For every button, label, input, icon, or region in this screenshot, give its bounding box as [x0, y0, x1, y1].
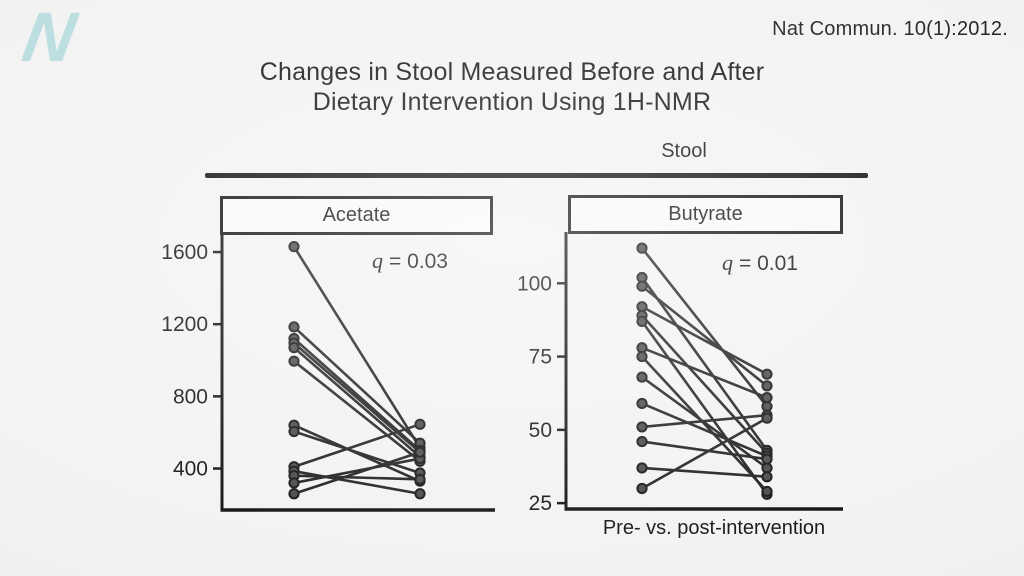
slide-title-line2: Dietary Intervention Using 1H-NMR [312, 88, 712, 116]
data-point [288, 488, 300, 500]
slide-title: Changes in Stool Measured Before and Aft… [0, 57, 1024, 117]
y-tick-label: 50 [529, 419, 552, 442]
pair-line [292, 245, 422, 450]
pair-line [292, 341, 422, 454]
data-point [636, 315, 648, 328]
pair-line [640, 416, 769, 490]
data-point [288, 321, 300, 333]
data-point [761, 380, 773, 392]
data-point [636, 421, 648, 433]
pair-line [292, 457, 422, 485]
butyrate-q-annotation: q = 0.01 [722, 250, 798, 276]
data-point [414, 473, 426, 485]
data-point [636, 482, 648, 495]
pair-line [640, 466, 769, 479]
data-point [288, 355, 300, 367]
data-point [636, 350, 648, 363]
pair-line [292, 423, 422, 469]
pair-line [640, 440, 769, 461]
pair-line [292, 346, 422, 459]
pair-line [640, 402, 769, 458]
data-point [761, 485, 773, 498]
pair-line [640, 320, 769, 496]
data-point [636, 371, 648, 383]
acetate-panel-header: Acetate [220, 196, 493, 235]
pair-line [292, 450, 422, 496]
pair-line [292, 469, 422, 496]
data-point [288, 477, 300, 489]
data-point [636, 280, 648, 292]
data-point [636, 435, 648, 448]
q-symbol: q [372, 248, 383, 273]
data-point [288, 342, 300, 354]
data-point [414, 418, 426, 430]
butyrate-panel-header: Butyrate [568, 195, 843, 234]
data-point [636, 462, 648, 474]
y-tick-label: 400 [173, 458, 208, 481]
q-value: = 0.01 [739, 252, 798, 275]
pair-line [292, 325, 422, 445]
acetate-panel-label: Acetate [322, 204, 391, 226]
y-tick-label: 800 [173, 385, 208, 408]
slide-title-line1: Changes in Stool Measured Before and Aft… [259, 58, 765, 86]
pair-line [640, 276, 769, 452]
q-value: = 0.03 [389, 250, 448, 273]
q-symbol: q [722, 250, 733, 275]
pair-line [292, 430, 422, 475]
y-tick-label: 75 [529, 346, 552, 369]
acetate-q-annotation: q = 0.03 [372, 248, 448, 274]
y-tick-label: 100 [517, 272, 552, 295]
pair-line [292, 474, 422, 481]
data-point [761, 368, 773, 380]
pair-line [640, 305, 769, 376]
pair-line [640, 413, 769, 429]
group-header-stool: Stool [661, 140, 707, 162]
butyrate-panel-label: Butyrate [668, 203, 743, 225]
butyrate-chart: 25 50 75 100 [517, 232, 843, 515]
data-point [761, 412, 773, 424]
data-point [636, 242, 648, 254]
data-point [288, 241, 300, 253]
data-point [414, 446, 426, 458]
pair-line [640, 284, 769, 388]
citation: Nat Commun. 10(1):2012. [772, 18, 1008, 40]
data-point [761, 392, 773, 404]
data-point [761, 453, 773, 465]
pair-line [640, 246, 769, 408]
y-tick-label: 1600 [161, 241, 208, 264]
pair-line [640, 375, 769, 470]
data-point [761, 471, 773, 483]
acetate-chart: 400 800 1200 1600 [161, 234, 495, 512]
y-tick-label: 25 [529, 492, 552, 515]
data-point [414, 488, 426, 500]
pair-line [640, 346, 769, 399]
y-tick-label: 1200 [161, 313, 208, 336]
group-divider-line [205, 173, 868, 178]
x-axis-label: Pre- vs. post-intervention [602, 517, 826, 539]
pair-line [292, 359, 422, 463]
data-point [288, 425, 300, 438]
data-point [636, 397, 648, 410]
